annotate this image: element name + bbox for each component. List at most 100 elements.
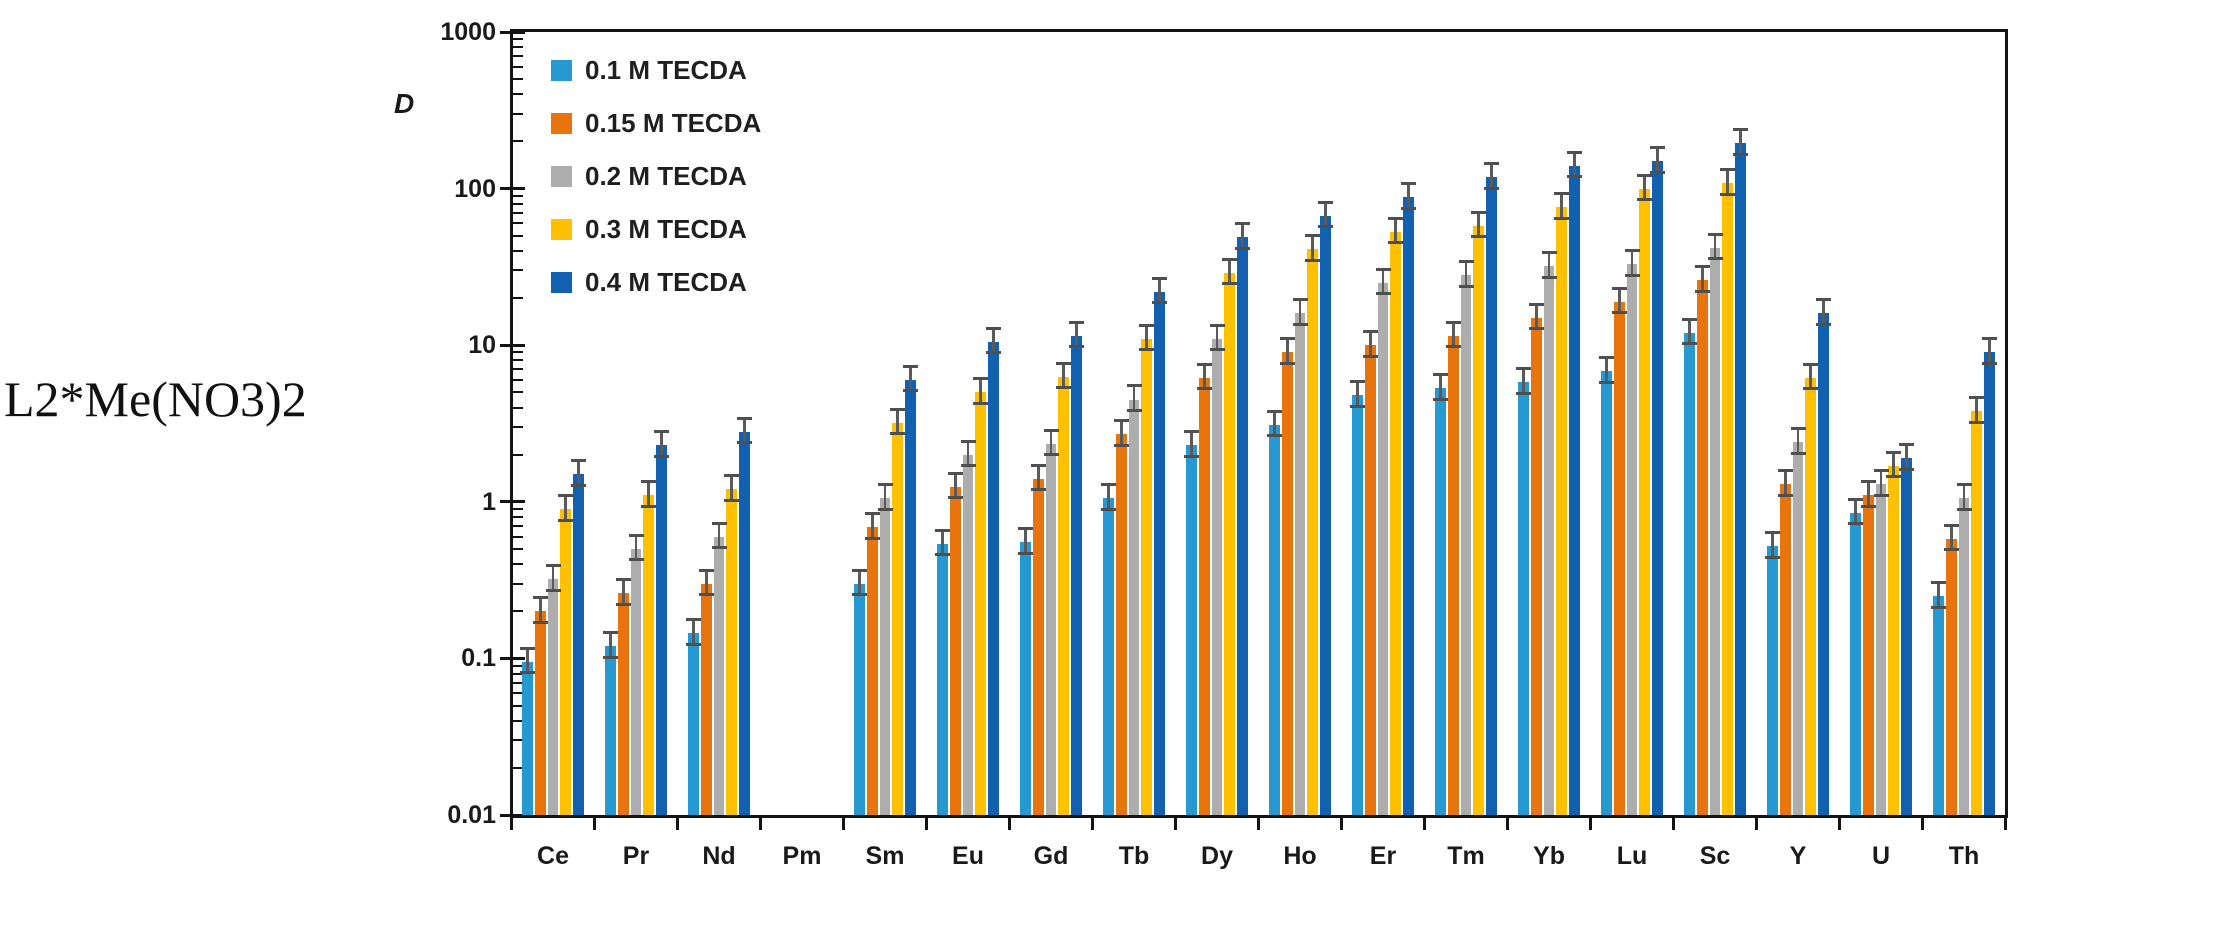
error-bar-whisker [526, 648, 529, 673]
error-bar-cap [1860, 504, 1876, 508]
error-bar-cap [1873, 468, 1889, 472]
error-bar-whisker [539, 597, 542, 623]
error-bar-cap [570, 459, 586, 463]
legend-label: 0.15 M TECDA [585, 108, 762, 138]
error-bar-whisker [551, 565, 555, 591]
x-axis-category-label: Tb [1118, 842, 1150, 870]
y-axis-minor-tick [513, 719, 523, 722]
bar-Tb-0.2-M-TECDA [1128, 399, 1140, 815]
error-bar-cap [1458, 260, 1474, 264]
error-bar-whisker [1618, 288, 1621, 313]
error-bar-cap [1113, 419, 1129, 423]
x-axis-tick [1091, 816, 1094, 830]
error-bar-whisker [1560, 193, 1563, 219]
error-bar-cap [1599, 380, 1615, 384]
error-bar-whisker [954, 473, 957, 498]
error-bar-cap [1649, 170, 1665, 174]
x-axis-category-label: Sc [1699, 842, 1731, 870]
error-bar-whisker [1120, 420, 1123, 446]
error-bar-cap [1126, 409, 1142, 413]
bar-Lu-0.1-M-TECDA [1601, 371, 1612, 815]
legend-item: 0.15 M TECDA [551, 97, 761, 150]
error-bar-cap [615, 578, 631, 582]
legend-item: 0.1 M TECDA [551, 44, 761, 97]
bar-U-0.1-M-TECDA [1850, 512, 1861, 815]
legend-swatch-icon [551, 166, 572, 187]
y-axis-minor-tick [513, 140, 523, 143]
error-bar-cap [1151, 301, 1167, 305]
error-bar-whisker [1132, 385, 1136, 411]
error-bar-cap [1803, 387, 1819, 391]
error-bar-cap [1720, 192, 1736, 196]
bar-Er-0.3-M-TECDA [1390, 231, 1401, 815]
bar-Pr-0.1-M-TECDA [605, 646, 616, 815]
bar-Eu-0.2-M-TECDA [962, 454, 974, 815]
error-bar-whisker [858, 570, 861, 595]
error-bar-whisker [1286, 338, 1289, 364]
x-axis-tick [593, 816, 596, 830]
error-bar-cap [1433, 373, 1449, 377]
y-axis-title: D [394, 88, 415, 119]
legend-label: 0.1 M TECDA [585, 55, 747, 85]
bar-Sm-0.1-M-TECDA [854, 583, 865, 815]
legend-label: 0.2 M TECDA [585, 161, 747, 191]
error-bar-cap [902, 389, 918, 393]
error-bar-whisker [1356, 381, 1359, 407]
error-bar-cap [711, 521, 727, 525]
error-bar-whisker [717, 523, 721, 548]
error-bar-whisker [1892, 452, 1895, 477]
error-bar-whisker [896, 409, 899, 434]
error-bar-cap [947, 496, 963, 500]
error-bar-cap [1732, 128, 1748, 132]
error-bar-cap [1566, 175, 1582, 179]
bar-Dy-0.2-M-TECDA [1211, 338, 1223, 815]
error-bar-cap [724, 474, 740, 478]
error-bar-cap [1350, 404, 1366, 408]
error-bar-whisker [1879, 470, 1883, 495]
error-bar-cap [1113, 443, 1129, 447]
error-bar-whisker [730, 475, 733, 501]
bar-Dy-0.3-M-TECDA [1224, 272, 1235, 815]
bar-Sm-0.4-M-TECDA [905, 379, 916, 815]
x-axis-tick [1008, 816, 1011, 830]
bar-Tm-0.1-M-TECDA [1435, 388, 1446, 815]
error-bar-whisker [1464, 261, 1468, 287]
y-axis-minor-tick [513, 681, 523, 684]
x-axis-tick [1257, 816, 1260, 830]
bar-Th-0.4-M-TECDA [1984, 352, 1995, 815]
legend-swatch-icon [551, 219, 572, 240]
bar-Tm-0.15-M-TECDA [1448, 335, 1459, 815]
bar-Ho-0.3-M-TECDA [1307, 249, 1318, 815]
bar-Tm-0.3-M-TECDA [1473, 225, 1484, 815]
error-bar-cap [1196, 362, 1212, 366]
error-bar-whisker [1988, 338, 1991, 364]
error-bar-whisker [1975, 397, 1978, 423]
legend-swatch-icon [551, 60, 572, 81]
bar-Tm-0.4-M-TECDA [1486, 177, 1497, 815]
error-bar-whisker [1809, 364, 1812, 389]
error-bar-cap [1375, 292, 1391, 296]
error-bar-cap [1815, 322, 1831, 326]
error-bar-whisker [1522, 368, 1525, 394]
error-bar-cap [1388, 241, 1404, 245]
error-bar-whisker [1452, 322, 1455, 347]
error-bar-cap [1030, 488, 1046, 492]
error-bar-cap [1400, 206, 1416, 210]
x-axis-tick [510, 816, 513, 830]
bar-Yb-0.1-M-TECDA [1518, 382, 1529, 815]
error-bar-cap [570, 483, 586, 487]
bar-Dy-0.15-M-TECDA [1199, 377, 1210, 815]
error-bar-cap [1637, 173, 1653, 177]
error-bar-cap [1956, 508, 1972, 512]
error-bar-cap [935, 528, 951, 532]
error-bar-cap [1848, 522, 1864, 526]
error-bar-cap [1209, 348, 1225, 352]
bar-Dy-0.1-M-TECDA [1186, 445, 1197, 815]
x-axis-category-label: Yb [1533, 842, 1565, 870]
error-bar-whisker [1490, 163, 1493, 189]
x-axis-category-label: Pm [782, 842, 822, 870]
error-bar-cap [1056, 386, 1072, 390]
error-bar-cap [711, 546, 727, 550]
bar-Tb-0.3-M-TECDA [1141, 338, 1152, 815]
error-bar-cap [1030, 463, 1046, 467]
